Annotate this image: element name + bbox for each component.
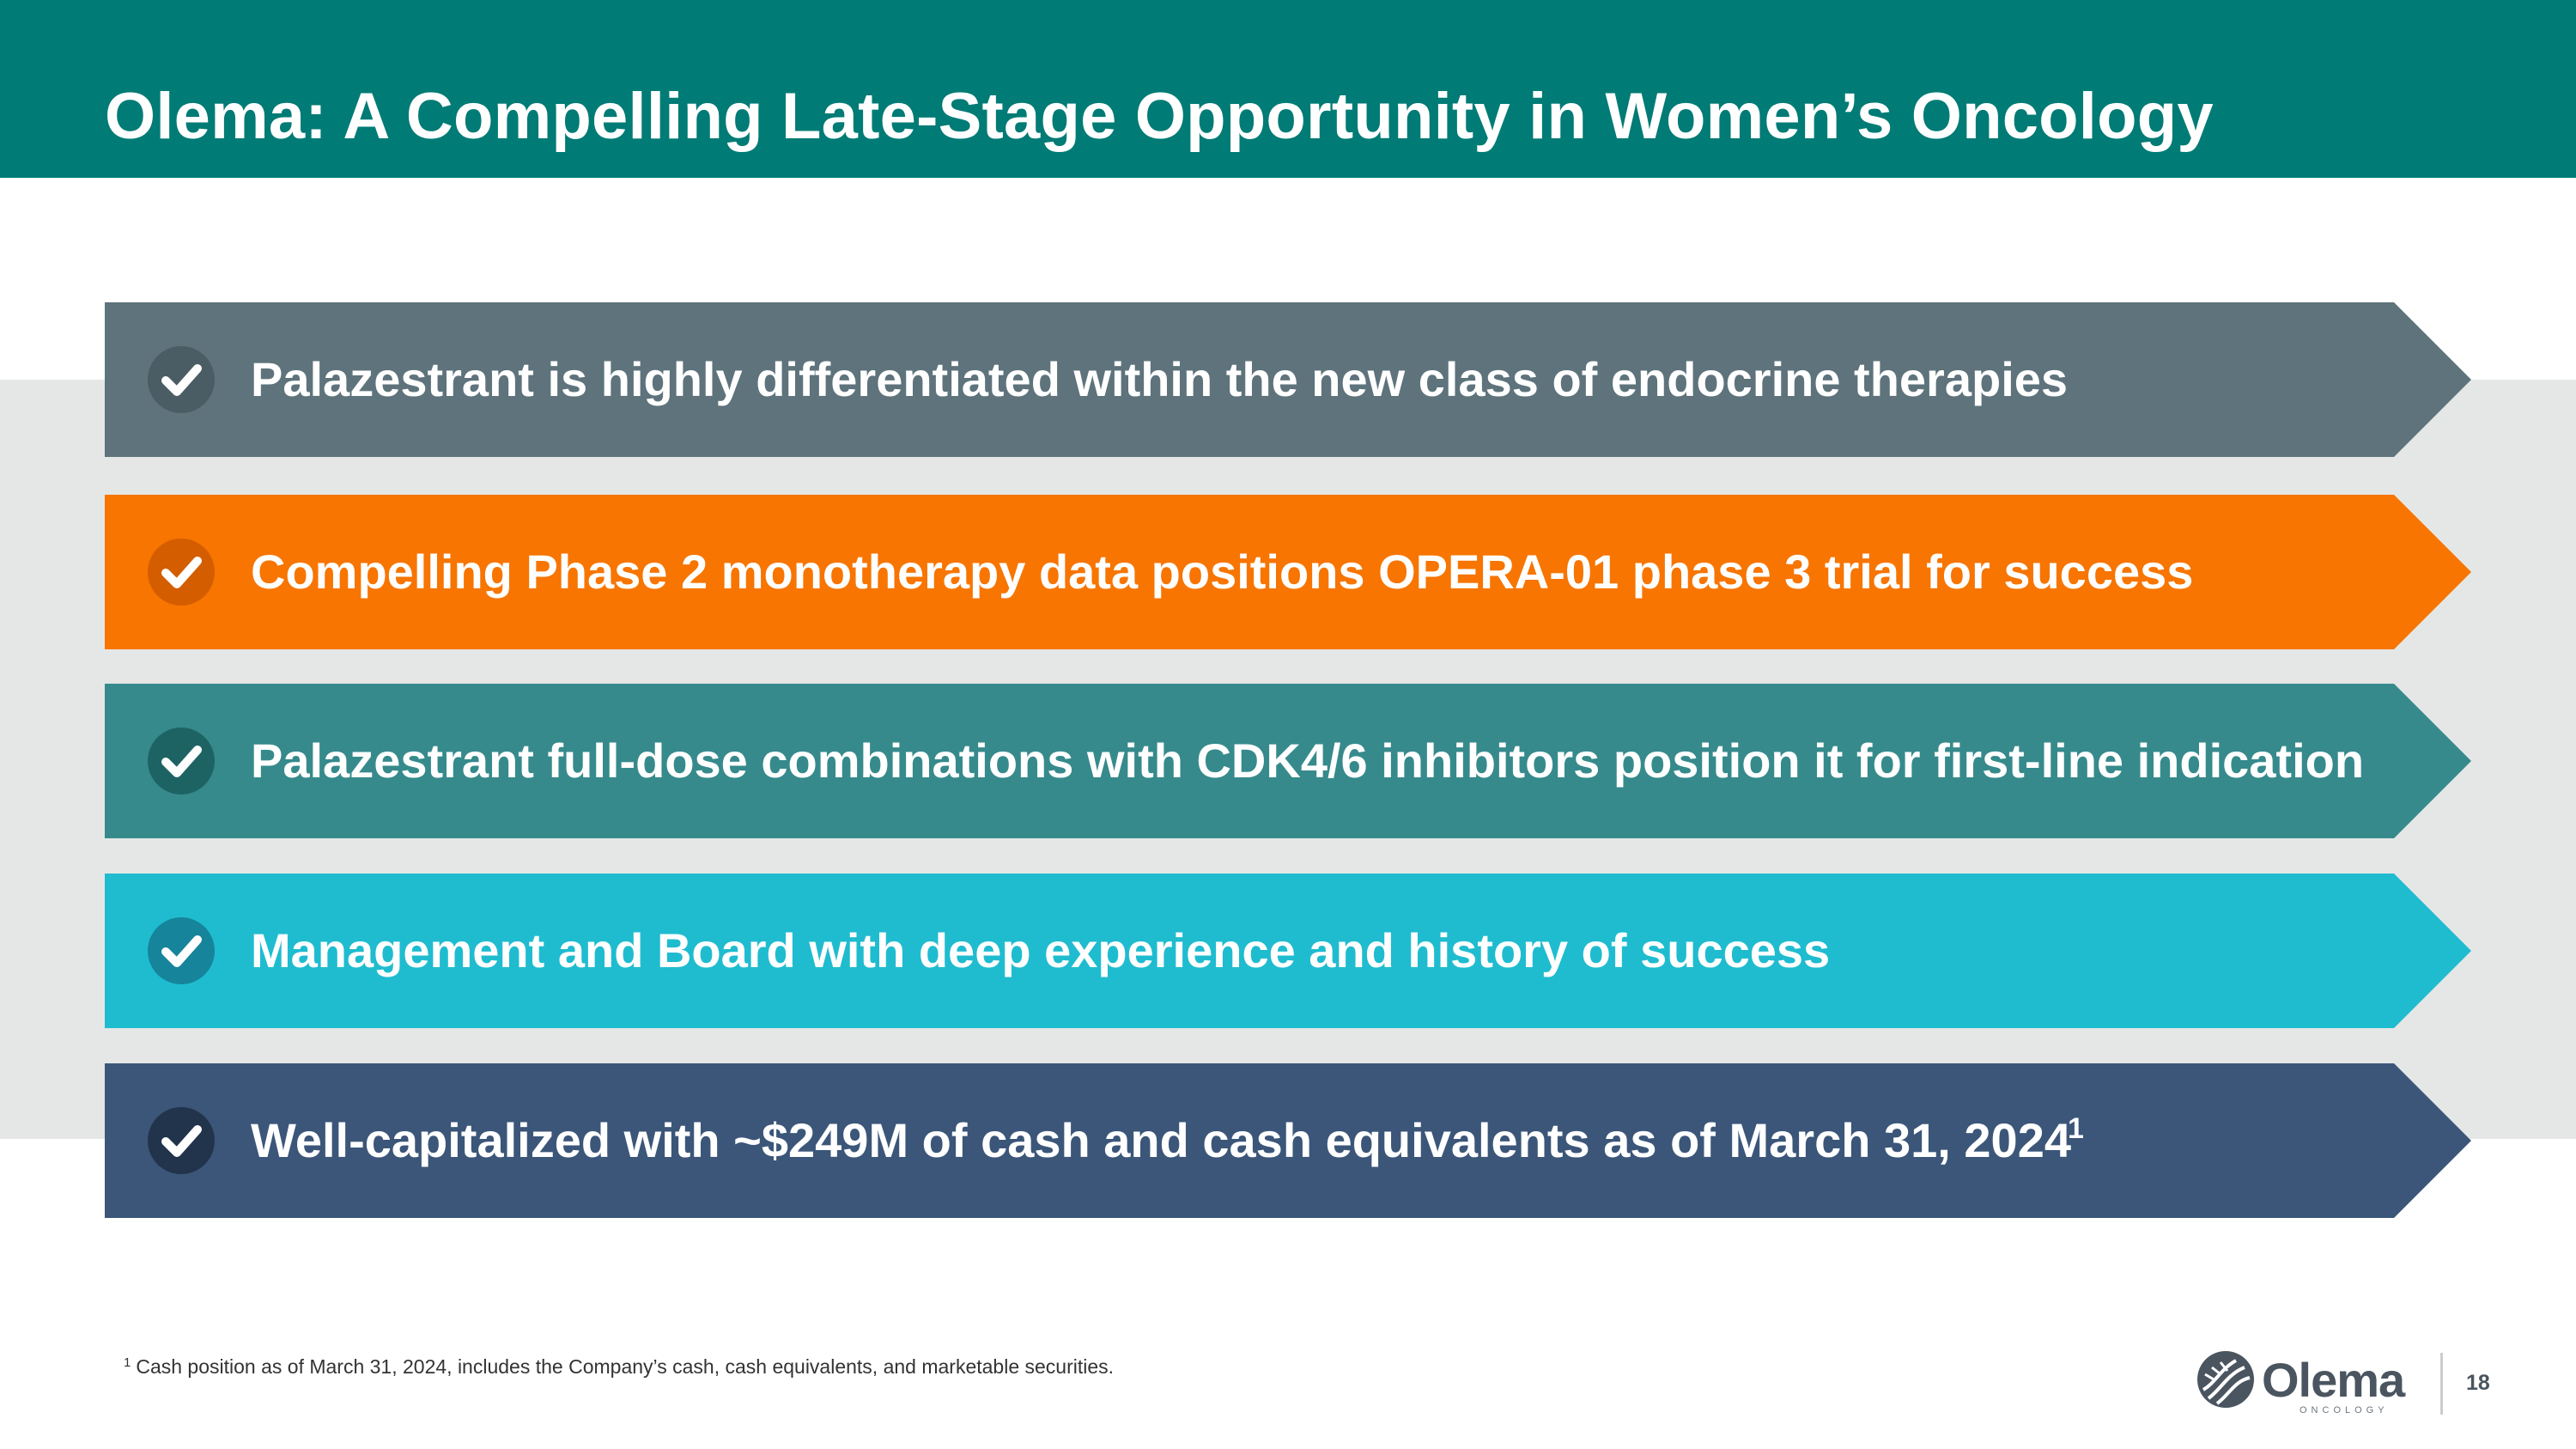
point-text: Management and Board with deep experienc… bbox=[251, 923, 1831, 977]
point-chevron: Palazestrant full-dose combinations with… bbox=[105, 684, 2471, 838]
check-circle-icon bbox=[148, 539, 215, 606]
logo-wordmark: Olema bbox=[2262, 1353, 2405, 1407]
point-text: Palazestrant full-dose combinations with… bbox=[251, 734, 2365, 788]
check-circle-icon bbox=[148, 346, 215, 413]
point-label: Compelling Phase 2 monotherapy data posi… bbox=[251, 495, 2193, 649]
title-bar: Olema: A Compelling Late-Stage Opportuni… bbox=[0, 0, 2576, 178]
point-label: Management and Board with deep experienc… bbox=[251, 874, 1830, 1028]
point-label: Palazestrant is highly differentiated wi… bbox=[251, 302, 2068, 457]
footer-divider bbox=[2440, 1353, 2443, 1415]
point-label: Well-capitalized with ~$249M of cash and… bbox=[251, 1063, 2084, 1218]
footnote-marker: 1 bbox=[2068, 1112, 2084, 1145]
page-number: 18 bbox=[2466, 1371, 2490, 1395]
check-circle-icon bbox=[148, 917, 215, 984]
company-logo: Olema ONCOLOGY bbox=[2195, 1349, 2405, 1417]
point-text: Well-capitalized with ~$249M of cash and… bbox=[251, 1113, 2071, 1167]
footnote-number: 1 bbox=[124, 1355, 131, 1370]
point-chevron: Well-capitalized with ~$249M of cash and… bbox=[105, 1063, 2471, 1218]
point-chevron: Management and Board with deep experienc… bbox=[105, 874, 2471, 1028]
footnote-text: Cash position as of March 31, 2024, incl… bbox=[136, 1355, 1115, 1378]
logo-subtitle: ONCOLOGY bbox=[2300, 1405, 2389, 1416]
point-label: Palazestrant full-dose combinations with… bbox=[251, 684, 2364, 838]
point-text: Palazestrant is highly differentiated wi… bbox=[251, 352, 2069, 406]
point-chevron: Compelling Phase 2 monotherapy data posi… bbox=[105, 495, 2471, 649]
slide-title: Olema: A Compelling Late-Stage Opportuni… bbox=[105, 80, 2214, 153]
footnote: 1 Cash position as of March 31, 2024, inc… bbox=[124, 1355, 1114, 1379]
check-circle-icon bbox=[148, 1107, 215, 1174]
point-chevron: Palazestrant is highly differentiated wi… bbox=[105, 302, 2471, 457]
point-text: Compelling Phase 2 monotherapy data posi… bbox=[251, 545, 2194, 599]
check-circle-icon bbox=[148, 728, 215, 795]
olema-logo-icon bbox=[2197, 1351, 2254, 1408]
